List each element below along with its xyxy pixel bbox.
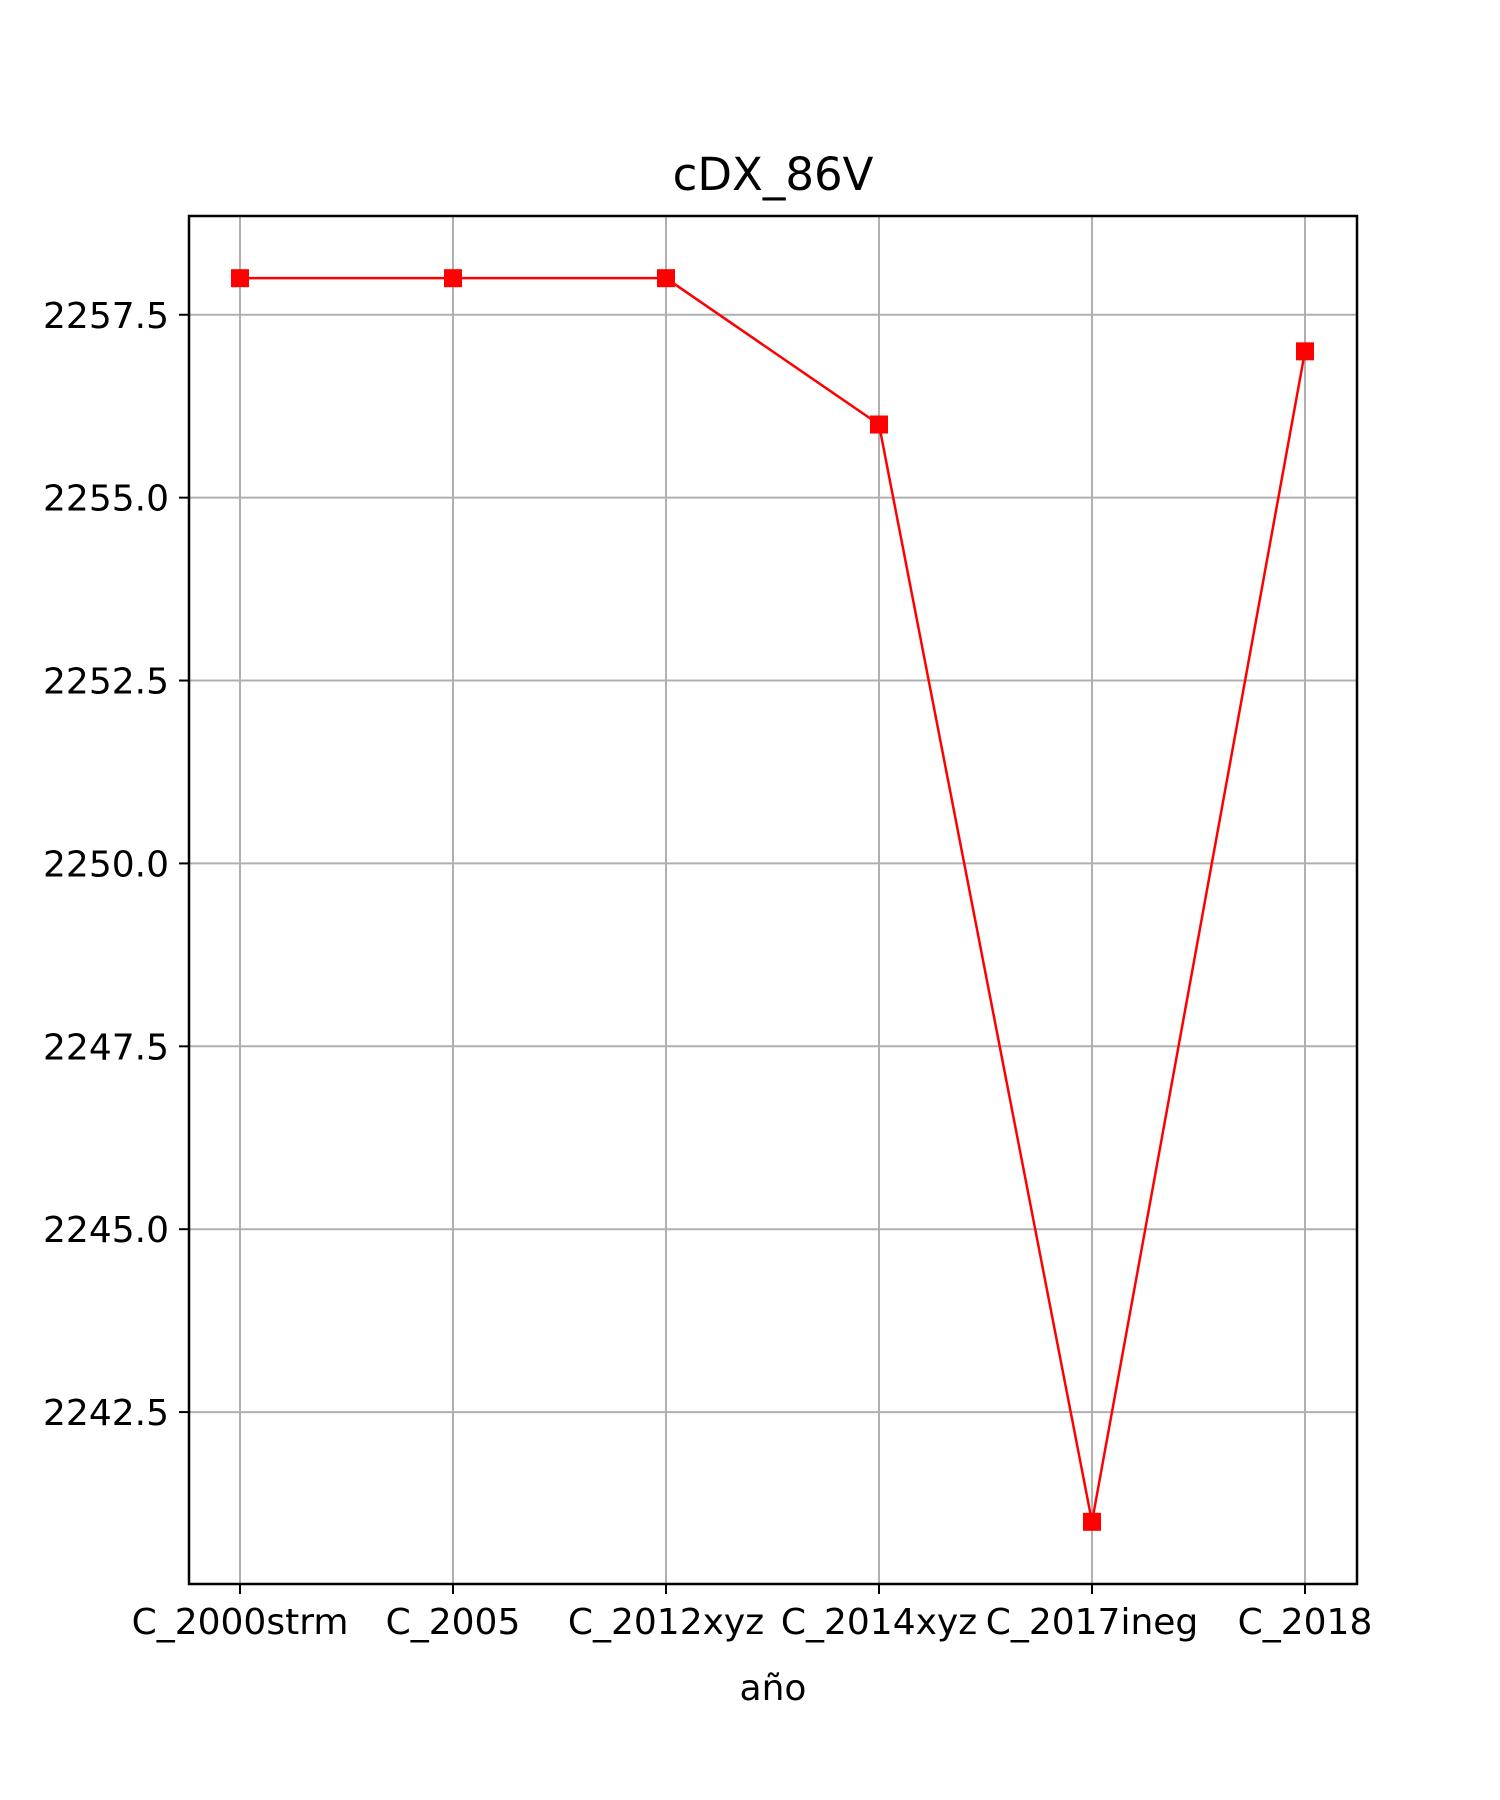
- x-axis-label: año: [740, 1668, 807, 1709]
- x-tick-label: C_2014xyz: [781, 1602, 977, 1643]
- data-point-marker: [1296, 342, 1314, 361]
- series-line: [240, 276, 1307, 1523]
- data-point-marker: [870, 415, 888, 434]
- x-tick-label: C_2000strm: [132, 1602, 349, 1643]
- x-tick-label: C_2018: [1238, 1602, 1373, 1643]
- data-point-marker: [657, 269, 675, 288]
- y-tick-label: 2247.5: [43, 1027, 169, 1068]
- series-layer: [231, 269, 1314, 1531]
- y-tick-label: 2255.0: [43, 479, 169, 520]
- grid-lines: [189, 216, 1357, 1584]
- x-tick-label: C_2017ineg: [986, 1602, 1199, 1643]
- data-point-marker: [444, 269, 462, 288]
- chart-title: cDX_86V: [673, 148, 874, 201]
- data-point-marker: [1083, 1512, 1101, 1531]
- data-point-marker: [231, 269, 249, 288]
- y-tick-label: 2245.0: [43, 1210, 169, 1251]
- y-tick-label: 2242.5: [43, 1393, 169, 1434]
- plot-area-frame: [187, 214, 1359, 1586]
- y-tick-label: 2250.0: [43, 844, 169, 885]
- x-tick-label: C_2012xyz: [568, 1602, 764, 1643]
- x-tick-label: C_2005: [386, 1602, 521, 1643]
- axis-ticks: C_2000strm C_2005 C_2012xyz C_2014xyz C_2017…: [43, 296, 1372, 1643]
- y-tick-label: 2252.5: [43, 662, 169, 703]
- y-tick-label: 2257.5: [43, 296, 169, 337]
